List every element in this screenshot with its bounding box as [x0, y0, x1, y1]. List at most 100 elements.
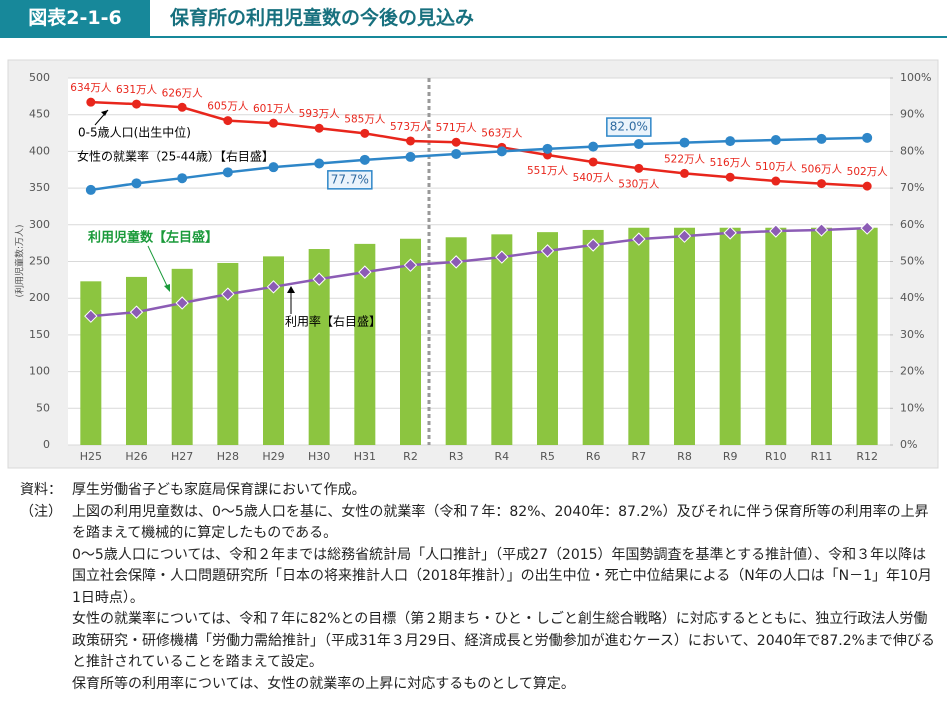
value-label: 522万人: [664, 153, 706, 165]
bar: [400, 238, 421, 445]
y2-tick-label: 0%: [900, 438, 917, 451]
arrow-head: [101, 110, 108, 116]
y-tick-label: 50: [36, 401, 50, 414]
value-label: 626万人: [162, 87, 204, 99]
marker: [406, 136, 415, 146]
x-tick-label: R7: [632, 450, 647, 463]
source-text: 厚生労働省子ども家庭局保育課において作成。: [72, 482, 366, 498]
annotation-arrow: [147, 245, 169, 289]
y2-tick-label: 30%: [900, 328, 924, 341]
marker: [588, 141, 599, 152]
x-tick-label: R8: [677, 450, 692, 463]
value-label: 510万人: [755, 161, 797, 173]
value-label: 551万人: [527, 165, 569, 177]
y-tick-label: 350: [29, 181, 50, 194]
note-paragraph: 女性の就業率については、令和７年に82%との目標（第２期まち・ひと・しごと創生総…: [72, 611, 935, 670]
note-paragraph: 上図の利用児童数は、0～5歳人口を基に、女性の就業率（令和７年：82%、2040…: [72, 503, 929, 542]
y-axis-label: (利用児童数:万人): [14, 224, 26, 297]
x-tick-label: R9: [723, 450, 738, 463]
marker: [725, 136, 736, 147]
x-tick-label: R6: [586, 450, 601, 463]
x-tick-label: H26: [125, 450, 147, 463]
x-tick-label: R2: [403, 450, 418, 463]
x-tick-label: H30: [308, 450, 330, 463]
annotation: 利用率【右目盛】: [285, 314, 381, 329]
y-tick-label: 400: [29, 144, 50, 157]
y-tick-label: 450: [29, 108, 50, 121]
marker: [223, 116, 233, 126]
marker: [221, 287, 235, 301]
x-tick-label: R4: [495, 450, 510, 463]
marker: [816, 133, 827, 144]
marker: [817, 179, 826, 189]
marker: [449, 255, 463, 269]
bar: [126, 276, 147, 445]
value-label: 571万人: [436, 122, 478, 134]
value-label: 82.0%: [610, 120, 648, 134]
marker: [177, 173, 188, 184]
y-tick-label: 0: [43, 438, 50, 451]
bar: [308, 249, 330, 445]
marker: [862, 132, 873, 143]
figure-title: 保育所の利用児童数の今後の見込み: [170, 7, 475, 29]
y2-tick-label: 50%: [900, 255, 924, 268]
note-paragraph: 0～5歳人口については、令和２年までは総務省統計局「人口推計」（平成27（201…: [72, 546, 932, 606]
header-rule: [0, 36, 947, 38]
bar: [354, 243, 376, 445]
x-tick-label: H25: [80, 450, 102, 463]
value-label: 502万人: [847, 166, 889, 178]
value-label: 631万人: [116, 84, 158, 96]
marker: [586, 238, 600, 252]
value-label: 530万人: [618, 178, 660, 190]
line: [90, 100, 868, 188]
marker: [403, 258, 418, 272]
marker: [85, 184, 96, 195]
marker: [860, 221, 874, 235]
x-tick-label: R5: [540, 450, 555, 463]
marker: [495, 250, 509, 264]
line: [90, 136, 868, 192]
marker: [268, 162, 279, 173]
value-label: 506万人: [801, 164, 843, 176]
notes: 資料： 厚生労働省子ども家庭局保育課において作成。 （注） 上図の利用児童数は、0…: [20, 480, 935, 695]
value-label: 593万人: [299, 108, 341, 120]
value-label: 540万人: [573, 172, 615, 184]
marker: [451, 137, 461, 147]
marker: [222, 167, 233, 178]
x-tick-label: R11: [811, 450, 833, 463]
marker: [771, 176, 781, 186]
bar: [628, 227, 650, 445]
bar: [171, 268, 193, 445]
marker: [542, 143, 553, 154]
value-label: 601万人: [253, 103, 295, 115]
bar: [856, 227, 878, 445]
bar: [217, 262, 239, 445]
marker: [266, 280, 281, 294]
marker: [769, 224, 783, 238]
y2-tick-label: 70%: [900, 181, 924, 194]
y-tick-label: 100: [29, 365, 50, 378]
marker: [680, 168, 689, 178]
y2-tick-label: 10%: [900, 401, 924, 414]
annotation: 0-5歳人口(出生中位): [78, 125, 191, 140]
y2-tick-label: 90%: [900, 108, 924, 121]
bar: [491, 234, 513, 445]
y-tick-label: 200: [29, 291, 50, 304]
x-tick-label: H28: [217, 450, 239, 463]
value-label: 77.7%: [331, 172, 369, 186]
marker: [862, 181, 872, 191]
value-label: 605万人: [207, 101, 249, 113]
annotation: 利用児童数【左目盛】: [88, 230, 218, 246]
y-tick-label: 250: [29, 255, 50, 268]
x-tick-label: H27: [171, 450, 193, 463]
marker: [588, 157, 598, 167]
source-label: 資料：: [20, 482, 62, 498]
marker: [770, 135, 781, 146]
bar: [719, 227, 741, 445]
y2-tick-label: 40%: [900, 291, 924, 304]
marker: [814, 223, 829, 237]
y2-tick-label: 80%: [900, 144, 924, 157]
marker: [405, 151, 416, 162]
marker: [84, 309, 98, 323]
